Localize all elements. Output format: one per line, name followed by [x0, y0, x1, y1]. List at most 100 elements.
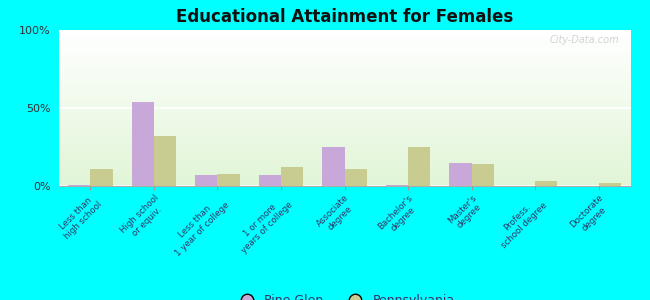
- Bar: [58, 88, 630, 89]
- Bar: [154, 136, 176, 186]
- Bar: [58, 55, 630, 56]
- Bar: [58, 70, 630, 72]
- Bar: [131, 102, 154, 186]
- Bar: [58, 56, 630, 58]
- Bar: [58, 41, 630, 43]
- Bar: [58, 61, 630, 63]
- Bar: [58, 50, 630, 52]
- Bar: [58, 138, 630, 139]
- Bar: [58, 92, 630, 94]
- Text: City-Data.com: City-Data.com: [549, 35, 619, 45]
- Bar: [58, 95, 630, 97]
- Bar: [58, 103, 630, 105]
- Bar: [58, 38, 630, 39]
- Bar: [58, 113, 630, 114]
- Bar: [58, 133, 630, 134]
- Bar: [58, 166, 630, 167]
- Bar: [58, 146, 630, 147]
- Bar: [599, 183, 621, 186]
- Bar: [58, 66, 630, 68]
- Bar: [58, 77, 630, 78]
- Bar: [58, 156, 630, 158]
- Bar: [58, 183, 630, 184]
- Bar: [58, 148, 630, 150]
- Bar: [58, 184, 630, 186]
- Bar: [58, 82, 630, 83]
- Bar: [58, 155, 630, 156]
- Bar: [58, 147, 630, 148]
- Bar: [58, 119, 630, 121]
- Bar: [58, 130, 630, 131]
- Bar: [58, 163, 630, 164]
- Bar: [58, 69, 630, 70]
- Bar: [58, 173, 630, 175]
- Bar: [58, 58, 630, 60]
- Bar: [58, 108, 630, 110]
- Bar: [58, 131, 630, 133]
- Bar: [58, 164, 630, 166]
- Bar: [58, 47, 630, 49]
- Bar: [58, 49, 630, 50]
- Bar: [217, 173, 240, 186]
- Bar: [58, 80, 630, 82]
- Bar: [58, 181, 630, 183]
- Bar: [58, 139, 630, 141]
- Bar: [58, 175, 630, 177]
- Bar: [58, 97, 630, 99]
- Bar: [58, 64, 630, 66]
- Legend: Pine Glen, Pennsylvania: Pine Glen, Pennsylvania: [229, 289, 460, 300]
- Bar: [58, 141, 630, 142]
- Bar: [58, 68, 630, 69]
- Bar: [408, 147, 430, 186]
- Bar: [58, 94, 630, 95]
- Bar: [195, 175, 217, 186]
- Bar: [58, 43, 630, 44]
- Bar: [58, 114, 630, 116]
- Bar: [58, 72, 630, 74]
- Bar: [449, 163, 472, 186]
- Bar: [58, 39, 630, 41]
- Bar: [58, 128, 630, 130]
- Bar: [58, 167, 630, 169]
- Bar: [58, 99, 630, 100]
- Bar: [58, 153, 630, 155]
- Bar: [58, 100, 630, 102]
- Bar: [58, 33, 630, 35]
- Bar: [58, 144, 630, 146]
- Bar: [58, 89, 630, 91]
- Bar: [58, 177, 630, 178]
- Bar: [68, 185, 90, 186]
- Bar: [58, 110, 630, 111]
- Bar: [58, 180, 630, 181]
- Title: Educational Attainment for Females: Educational Attainment for Females: [176, 8, 513, 26]
- Bar: [58, 105, 630, 106]
- Bar: [58, 178, 630, 180]
- Bar: [58, 150, 630, 152]
- Bar: [58, 161, 630, 163]
- Bar: [58, 160, 630, 161]
- Bar: [58, 136, 630, 138]
- Bar: [58, 74, 630, 75]
- Bar: [58, 122, 630, 124]
- Bar: [58, 172, 630, 173]
- Bar: [58, 116, 630, 117]
- Bar: [58, 117, 630, 119]
- Bar: [344, 169, 367, 186]
- Bar: [58, 134, 630, 136]
- Bar: [58, 152, 630, 153]
- Bar: [58, 125, 630, 127]
- Bar: [58, 75, 630, 77]
- Bar: [58, 91, 630, 92]
- Bar: [58, 32, 630, 33]
- Bar: [58, 121, 630, 122]
- Bar: [322, 147, 344, 186]
- Bar: [58, 170, 630, 172]
- Bar: [58, 83, 630, 85]
- Bar: [259, 175, 281, 186]
- Bar: [58, 142, 630, 144]
- Bar: [58, 127, 630, 128]
- Bar: [58, 85, 630, 86]
- Bar: [58, 30, 630, 31]
- Bar: [58, 158, 630, 160]
- Bar: [58, 106, 630, 108]
